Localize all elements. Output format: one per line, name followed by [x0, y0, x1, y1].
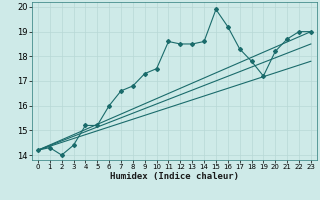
X-axis label: Humidex (Indice chaleur): Humidex (Indice chaleur) — [110, 172, 239, 181]
